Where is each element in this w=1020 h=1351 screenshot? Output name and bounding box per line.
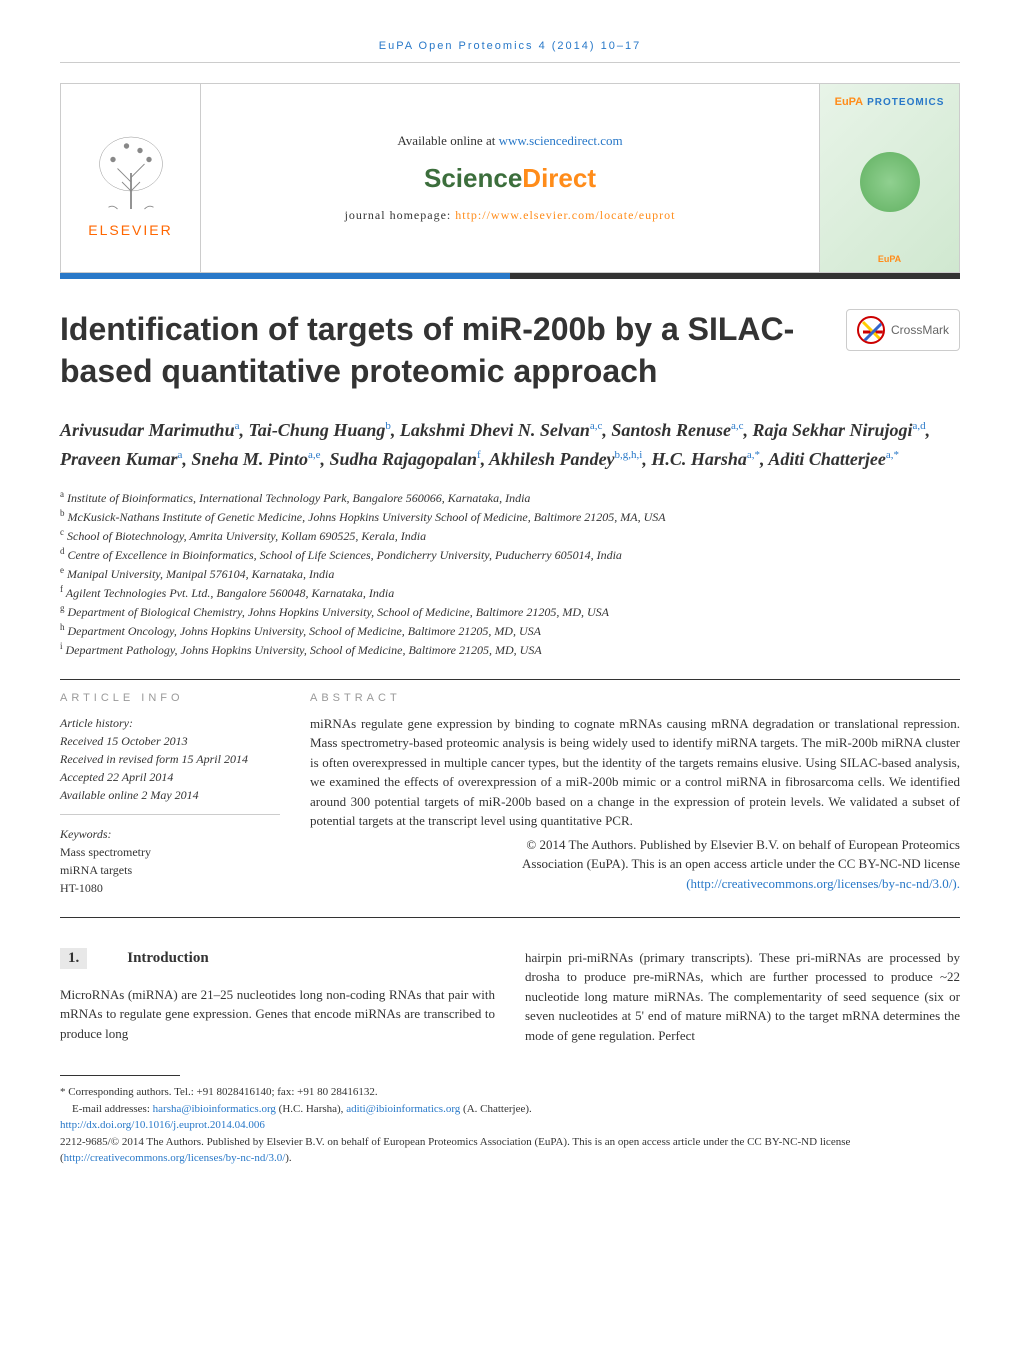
eupa-circle-icon [860, 152, 920, 212]
email-line: E-mail addresses: harsha@ibioinformatics… [60, 1101, 960, 1118]
body-right-text: hairpin pri-miRNAs (primary transcripts)… [525, 948, 960, 1046]
article-title: Identification of targets of miR-200b by… [60, 309, 846, 392]
corresponding-author: * Corresponding authors. Tel.: +91 80284… [60, 1084, 960, 1101]
section-heading: 1. Introduction [60, 948, 495, 969]
keywords-block: Keywords: Mass spectrometrymiRNA targets… [60, 825, 280, 897]
eupa-small-text: EuPA [878, 254, 901, 264]
sciencedirect-link[interactable]: www.sciencedirect.com [499, 133, 623, 148]
article-history: Article history: Received 15 October 201… [60, 714, 280, 804]
elsevier-logo-panel: ELSEVIER [61, 84, 201, 272]
online-date: Available online 2 May 2014 [60, 786, 280, 804]
copyright-block: © 2014 The Authors. Published by Elsevie… [310, 835, 960, 894]
footnotes: * Corresponding authors. Tel.: +91 80284… [60, 1084, 960, 1167]
info-top-rule [60, 679, 960, 680]
article-info-heading: ARTICLE INFO [60, 692, 280, 704]
color-bar [60, 273, 960, 279]
body-left-text: MicroRNAs (miRNA) are 21–25 nucleotides … [60, 985, 495, 1044]
affiliation-item: e Manipal University, Manipal 576104, Ka… [60, 564, 960, 583]
footer-license-link[interactable]: http://creativecommons.org/licenses/by-n… [64, 1152, 286, 1164]
journal-header: ELSEVIER Available online at www.science… [60, 83, 960, 273]
sd-direct: Direct [522, 163, 596, 193]
email1-link[interactable]: harsha@ibioinformatics.org [153, 1103, 276, 1115]
available-online-label: Available online at [397, 133, 498, 148]
affiliations-list: a Institute of Bioinformatics, Internati… [60, 488, 960, 659]
history-label: Article history: [60, 714, 280, 732]
keyword-item: miRNA targets [60, 861, 280, 879]
keyword-item: HT-1080 [60, 879, 280, 897]
header-center-panel: Available online at www.sciencedirect.co… [201, 84, 819, 272]
eupa-proteomics-text: PROTEOMICS [867, 97, 944, 108]
header-top-rule [60, 62, 960, 63]
affiliation-item: i Department Pathology, Johns Hopkins Un… [60, 640, 960, 659]
keyword-item: Mass spectrometry [60, 843, 280, 861]
abstract-bottom-rule [60, 917, 960, 918]
available-online: Available online at www.sciencedirect.co… [397, 133, 622, 149]
affiliation-item: a Institute of Bioinformatics, Internati… [60, 488, 960, 507]
section-number: 1. [60, 948, 87, 969]
homepage-label: journal homepage: [345, 208, 456, 222]
affiliation-item: h Department Oncology, Johns Hopkins Uni… [60, 621, 960, 640]
affiliation-item: d Centre of Excellence in Bioinformatics… [60, 545, 960, 564]
keywords-label: Keywords: [60, 825, 280, 843]
copyright-line1: © 2014 The Authors. Published by Elsevie… [526, 837, 960, 852]
running-head: EuPA Open Proteomics 4 (2014) 10–17 [60, 40, 960, 52]
homepage-link[interactable]: http://www.elsevier.com/locate/euprot [455, 208, 675, 222]
license-link[interactable]: (http://creativecommons.org/licenses/by-… [686, 876, 960, 891]
abstract-heading: ABSTRACT [310, 692, 960, 704]
accepted-date: Accepted 22 April 2014 [60, 768, 280, 786]
crossmark-badge[interactable]: CrossMark [846, 309, 960, 351]
crossmark-icon [857, 316, 885, 344]
elsevier-tree-icon [86, 128, 176, 218]
journal-cover-panel: EuPA PROTEOMICS EuPA [819, 84, 959, 272]
journal-homepage: journal homepage: http://www.elsevier.co… [345, 208, 676, 223]
elsevier-logo: ELSEVIER [81, 118, 181, 238]
section-name: Introduction [127, 950, 208, 967]
keyword-rule [60, 814, 280, 815]
elsevier-text: ELSEVIER [88, 222, 172, 238]
email2-link[interactable]: aditi@ibioinformatics.org [346, 1103, 460, 1115]
email-label: E-mail addresses: [72, 1103, 153, 1115]
crossmark-label: CrossMark [891, 323, 949, 337]
copyright-line2: Association (EuPA). This is an open acce… [522, 856, 960, 871]
affiliation-item: f Agilent Technologies Pvt. Ltd., Bangal… [60, 583, 960, 602]
sd-science: Science [424, 163, 522, 193]
issn-copyright: 2212-9685/© 2014 The Authors. Published … [60, 1134, 960, 1167]
doi-link[interactable]: http://dx.doi.org/10.1016/j.euprot.2014.… [60, 1119, 265, 1131]
affiliation-item: c School of Biotechnology, Amrita Univer… [60, 526, 960, 545]
email1-name: (H.C. Harsha), [276, 1103, 346, 1115]
license-close: ). [285, 1152, 291, 1164]
authors-list: Arivusudar Marimuthua, Tai-Chung Huangb,… [60, 416, 960, 474]
email2-name: (A. Chatterjee). [460, 1103, 531, 1115]
abstract-text: miRNAs regulate gene expression by bindi… [310, 714, 960, 831]
eupa-prefix: EuPA [835, 96, 864, 108]
affiliation-item: g Department of Biological Chemistry, Jo… [60, 602, 960, 621]
revised-date: Received in revised form 15 April 2014 [60, 750, 280, 768]
received-date: Received 15 October 2013 [60, 732, 280, 750]
affiliation-item: b McKusick-Nathans Institute of Genetic … [60, 507, 960, 526]
footnote-rule [60, 1075, 180, 1076]
sciencedirect-logo: ScienceDirect [424, 163, 596, 194]
